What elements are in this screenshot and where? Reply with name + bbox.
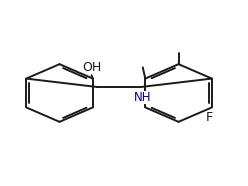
Text: NH: NH	[134, 91, 151, 104]
Text: F: F	[206, 111, 213, 124]
Text: OH: OH	[82, 61, 101, 74]
